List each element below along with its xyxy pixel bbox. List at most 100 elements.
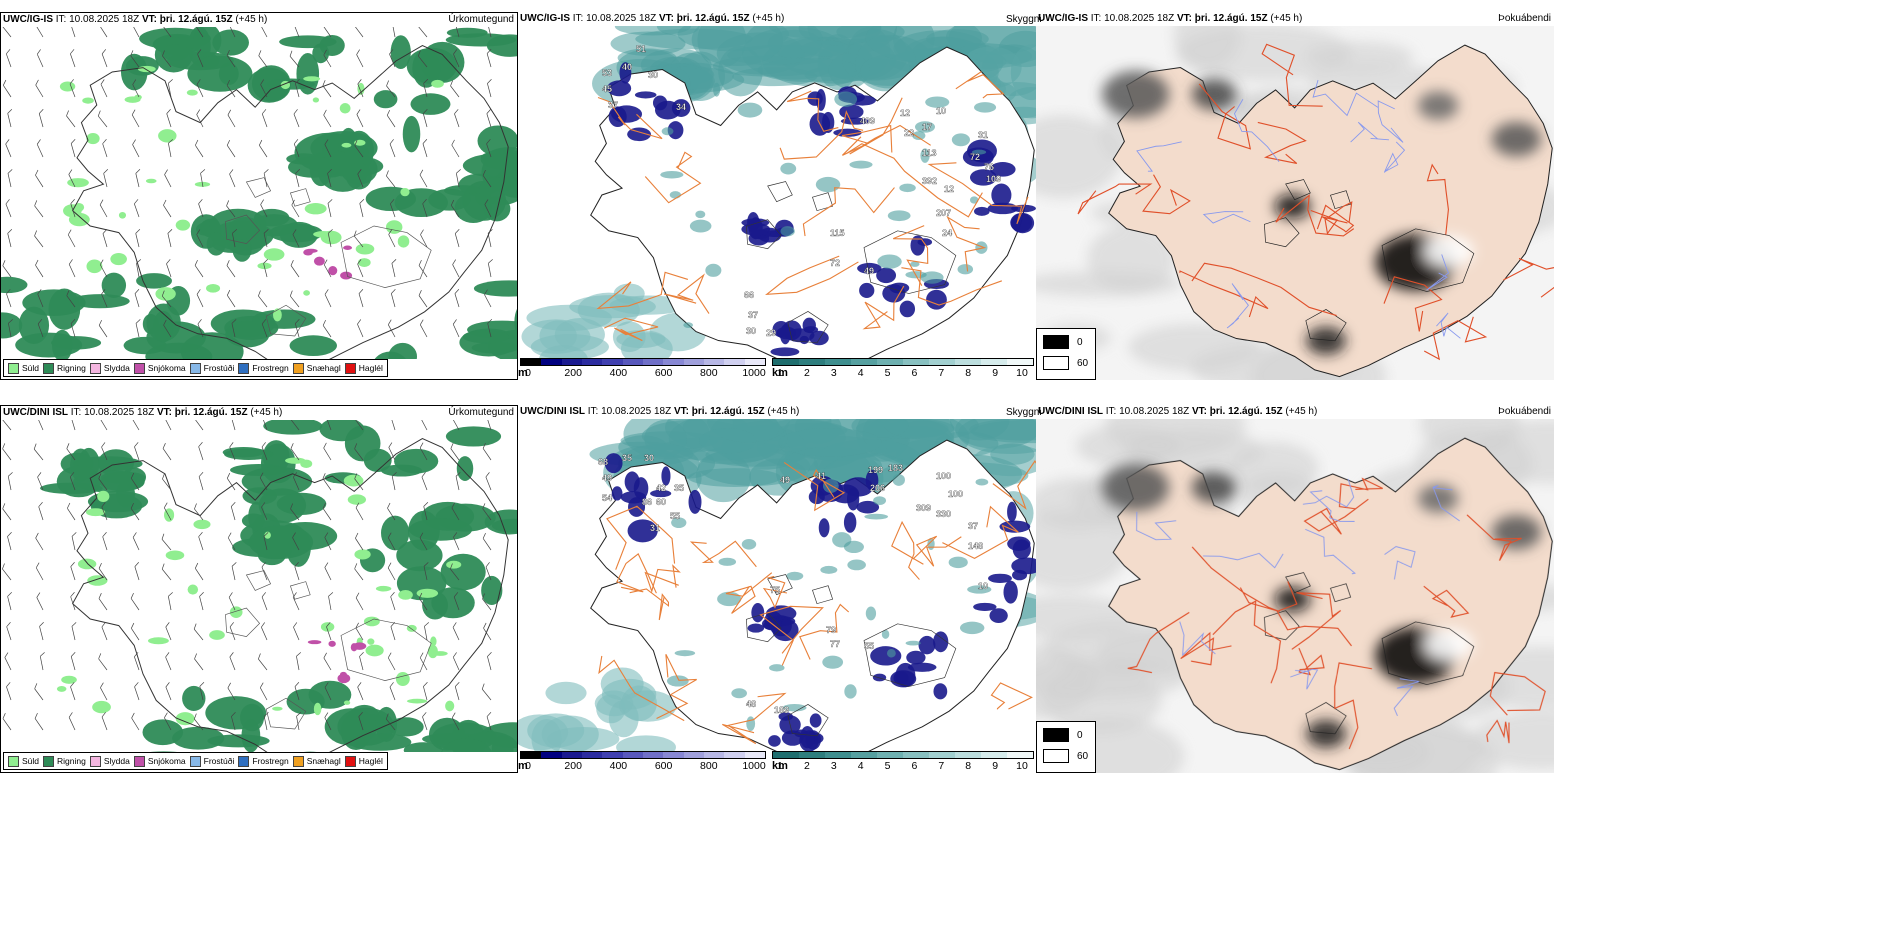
panel-header: UWC/DINI ISL IT: 10.08.2025 18Z VT: þri.… bbox=[1, 406, 517, 420]
colorbar-segment bbox=[561, 359, 582, 365]
visibility-value-label: 206 bbox=[870, 483, 885, 493]
fog-legend-low-swatch bbox=[1043, 728, 1069, 742]
colorbar-segment bbox=[955, 359, 981, 365]
visibility-value-label: 72 bbox=[970, 152, 980, 162]
legend-item-3: Snjókoma bbox=[133, 362, 186, 374]
visibility-value-label: 30 bbox=[644, 453, 654, 463]
legend-label: Frostúði bbox=[203, 756, 235, 766]
colorbar-unit: m bbox=[518, 367, 528, 379]
visibility-value-label: 35 bbox=[674, 483, 684, 493]
visibility-value-label: 68 bbox=[598, 457, 608, 467]
colorbar-segment bbox=[724, 752, 745, 758]
lead-time: (+45 h) bbox=[752, 13, 785, 24]
legend-item-7: Haglél bbox=[344, 755, 383, 767]
vt-label: VT: bbox=[1176, 13, 1192, 24]
visibility-colorbar: km 1 2 3 4 5 6 7 8 9 10 bbox=[772, 358, 1036, 379]
legend-label: Slydda bbox=[103, 363, 130, 373]
fog-legend-high: 60 bbox=[1077, 750, 1089, 762]
colorbar-tick: 800 bbox=[700, 760, 718, 772]
it-label: IT: bbox=[55, 14, 67, 25]
visibility-map: 68 35 30 49 54 42 35 86 60 55 31 49 41 199 183 100 206 30… bbox=[518, 419, 1036, 753]
fog-panel-dini: UWC/DINI ISL IT: 10.08.2025 18Z VT: þri.… bbox=[1036, 405, 1554, 773]
colorbar-segment bbox=[622, 359, 643, 365]
legend-swatch bbox=[292, 362, 304, 374]
visibility-panel-dini: UWC/DINI ISL IT: 10.08.2025 18Z VT: þri.… bbox=[518, 405, 1036, 773]
legend-label: Rigning bbox=[57, 363, 86, 373]
legend-item-1: Rigning bbox=[43, 755, 86, 767]
legend-item-3: Snjókoma bbox=[133, 755, 186, 767]
visibility-value-label: 109 bbox=[986, 174, 1001, 184]
valid-time: þri. 12.ágú. 15Z bbox=[1194, 13, 1268, 24]
visibility-value-label: 76 bbox=[984, 162, 994, 172]
colorbar-tick: 8 bbox=[965, 760, 972, 772]
valid-time: þri. 12.ágú. 15Z bbox=[159, 14, 233, 25]
legend-swatch bbox=[189, 362, 201, 374]
height-colorbar: m 0 200 400 600 800 1000 bbox=[518, 358, 768, 379]
fog-map bbox=[1036, 419, 1554, 773]
visibility-value-label: 45 bbox=[602, 84, 612, 94]
visibility-value-label: 79 bbox=[826, 625, 836, 635]
colorbar-strip bbox=[520, 751, 766, 759]
precip-map bbox=[1, 420, 517, 752]
colorbar-segment bbox=[581, 752, 603, 758]
visibility-value-label: 48 bbox=[746, 699, 756, 709]
model-name: UWC/IG-IS bbox=[3, 14, 53, 25]
colorbar-segment bbox=[622, 752, 643, 758]
colorbar-segment bbox=[799, 752, 825, 758]
visibility-panel-igis: UWC/IG-IS IT: 10.08.2025 18Z VT: þri. 12… bbox=[518, 12, 1036, 380]
visibility-value-label: 86 bbox=[642, 497, 652, 507]
vt-label: VT: bbox=[658, 13, 674, 24]
visibility-value-label: 100 bbox=[936, 471, 951, 481]
colorbar-tick: 3 bbox=[830, 367, 837, 379]
vt-label: VT: bbox=[141, 14, 157, 25]
model-name: UWC/DINI ISL bbox=[3, 407, 68, 418]
colorbar-segment bbox=[744, 359, 765, 365]
it-label: IT: bbox=[1090, 13, 1102, 24]
colorbar-tick: 0 bbox=[525, 367, 531, 379]
fog-legend-high: 60 bbox=[1077, 357, 1089, 369]
colorbar-segment bbox=[683, 752, 704, 758]
visibility-value-label: 51 bbox=[636, 44, 646, 54]
visibility-value-label: 34 bbox=[676, 102, 686, 112]
lead-time: (+45 h) bbox=[235, 14, 268, 25]
legend-item-4: Frostúði bbox=[189, 362, 234, 374]
visibility-value-label: 115 bbox=[830, 228, 845, 238]
visibility-value-label: 17 bbox=[922, 122, 932, 132]
precip-panel-igis: UWC/IG-IS IT: 10.08.2025 18Z VT: þri. 12… bbox=[0, 12, 518, 380]
colorbar-segment bbox=[929, 752, 955, 758]
height-colorbar: m 0 200 400 600 800 1000 bbox=[518, 751, 768, 772]
fog-legend-low: 0 bbox=[1077, 336, 1083, 348]
fog-legend-low-swatch bbox=[1043, 335, 1069, 349]
colorbar-tick: 600 bbox=[654, 760, 673, 772]
colorbar-tick: 800 bbox=[700, 367, 718, 379]
model-name: UWC/DINI ISL bbox=[520, 406, 585, 417]
legend-swatch bbox=[8, 362, 19, 374]
valid-time: þri. 12.ágú. 15Z bbox=[174, 407, 248, 418]
fog-map bbox=[1036, 26, 1554, 380]
visibility-value-label: 60 bbox=[656, 497, 666, 507]
legend-label: Snjókoma bbox=[147, 363, 186, 373]
colorbar-segment bbox=[521, 359, 542, 365]
visibility-value-label: 10 bbox=[978, 581, 988, 591]
legend-swatch bbox=[43, 362, 55, 374]
colorbar-strip bbox=[772, 358, 1034, 366]
legend-label: Súld bbox=[22, 756, 40, 766]
vt-label: VT: bbox=[673, 406, 689, 417]
panel-header: UWC/IG-IS IT: 10.08.2025 18Z VT: þri. 12… bbox=[518, 12, 1036, 26]
legend-item-2: Slydda bbox=[89, 362, 130, 374]
visibility-value-label: 35 bbox=[622, 453, 632, 463]
colorbar-segment bbox=[581, 359, 603, 365]
precip-type-legend: Súld Rigning Slydda Snjókoma Frostúði Frostre… bbox=[3, 752, 388, 770]
legend-swatch bbox=[89, 755, 101, 767]
valid-time: þri. 12.ágú. 15Z bbox=[676, 13, 750, 24]
legend-label: Súld bbox=[22, 363, 40, 373]
product-title: Úrkomutegund bbox=[448, 14, 514, 25]
colorbar-segment bbox=[521, 752, 542, 758]
colorbar-tick: 200 bbox=[564, 760, 582, 772]
fog-legend: 0 60 bbox=[1036, 721, 1096, 773]
colorbar-tick: 7 bbox=[938, 760, 945, 772]
visibility-value-label: 392 bbox=[922, 176, 937, 186]
visibility-value-label: 22 bbox=[904, 128, 914, 138]
colorbar-segment bbox=[602, 752, 623, 758]
legend-swatch bbox=[43, 755, 55, 767]
